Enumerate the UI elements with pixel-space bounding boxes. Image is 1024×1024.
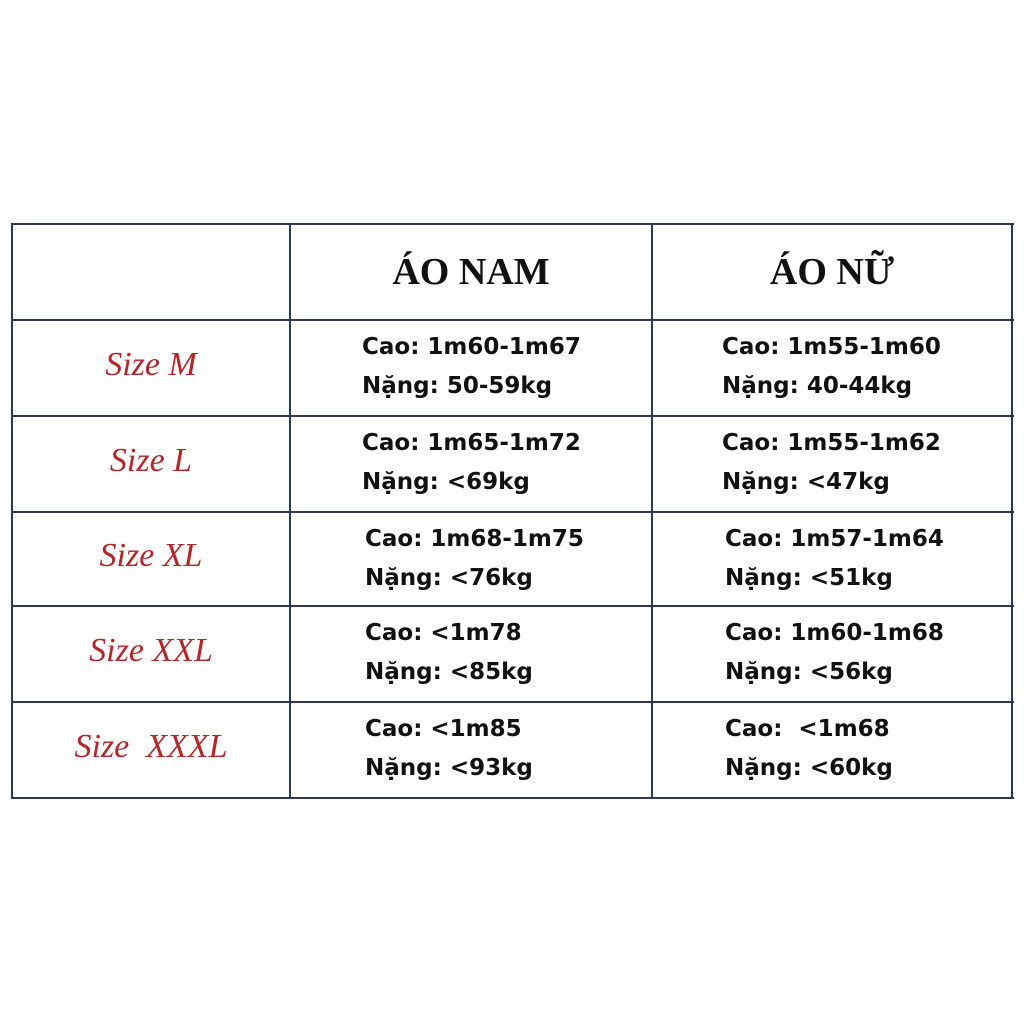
row-border (12, 511, 1014, 513)
size-detail: Cao: <1m68 (725, 716, 890, 742)
size-label: Size XL (99, 537, 203, 574)
size-detail: Nặng: <56kg (725, 659, 893, 685)
size-detail: Cao: <1m85 (365, 716, 522, 742)
row-border (12, 605, 1014, 607)
size-label: Size XXXL (74, 728, 228, 765)
column-border (11, 223, 13, 799)
size-detail: Cao: 1m55-1m62 (722, 430, 941, 456)
size-detail: Cao: 1m55-1m60 (722, 334, 941, 360)
size-detail: Nặng: 50-59kg (362, 373, 553, 399)
column-border (1011, 223, 1013, 799)
size-detail: Cao: 1m65-1m72 (362, 430, 581, 456)
size-detail: Nặng: <51kg (725, 565, 893, 591)
size-label: Size XXL (89, 632, 213, 669)
size-detail: Nặng: <60kg (725, 755, 893, 781)
column-header: ÁO NỮ (769, 251, 895, 293)
size-detail: Cao: <1m78 (365, 620, 522, 646)
column-border (289, 223, 291, 799)
size-detail: Cao: 1m60-1m68 (725, 620, 944, 646)
column-border (651, 223, 653, 799)
size-detail: Cao: 1m57-1m64 (725, 526, 944, 552)
row-border (12, 797, 1014, 799)
size-label: Size L (109, 442, 193, 479)
size-label: Size M (105, 346, 197, 383)
row-border (12, 319, 1014, 321)
size-detail: Cao: 1m68-1m75 (365, 526, 584, 552)
size-detail: Nặng: <47kg (722, 469, 890, 495)
row-border (12, 701, 1014, 703)
size-detail: Nặng: <76kg (365, 565, 533, 591)
column-header: ÁO NAM (392, 251, 550, 293)
size-detail: Nặng: <85kg (365, 659, 533, 685)
size-detail: Cao: 1m60-1m67 (362, 334, 581, 360)
size-detail: Nặng: 40-44kg (722, 373, 913, 399)
size-detail: Nặng: <69kg (362, 469, 530, 495)
row-border (12, 223, 1014, 225)
row-border (12, 415, 1014, 417)
size-detail: Nặng: <93kg (365, 755, 533, 781)
